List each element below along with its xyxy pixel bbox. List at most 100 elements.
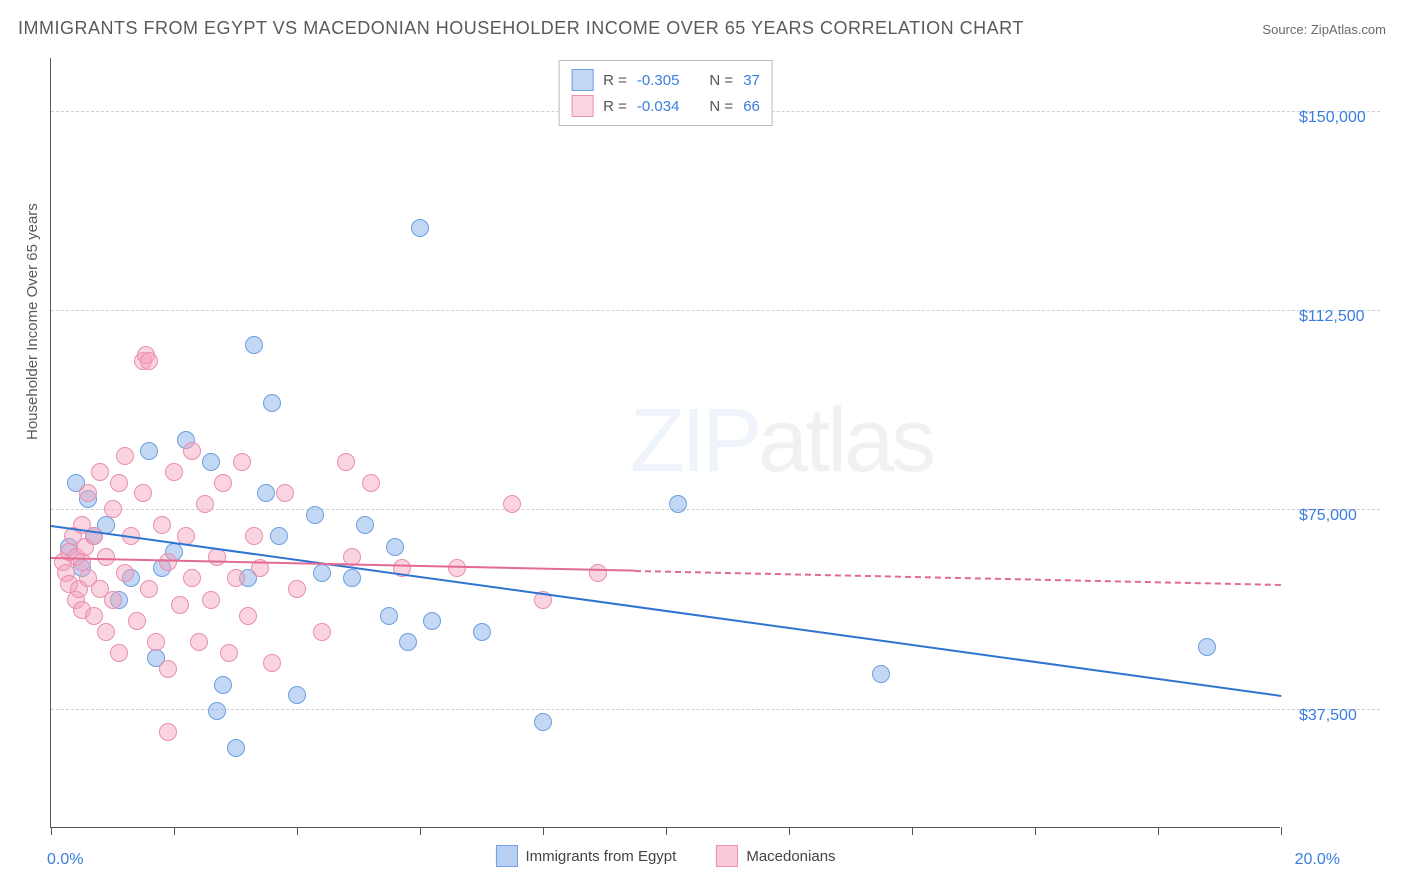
x-tick (420, 827, 421, 835)
data-point (362, 474, 380, 492)
data-point (110, 474, 128, 492)
legend-swatch (716, 845, 738, 867)
data-point (233, 453, 251, 471)
data-point (165, 463, 183, 481)
data-point (306, 506, 324, 524)
data-point (386, 538, 404, 556)
data-point (97, 623, 115, 641)
data-point (313, 623, 331, 641)
y-axis-label: Householder Income Over 65 years (24, 203, 41, 440)
data-point (245, 336, 263, 354)
x-tick (1281, 827, 1282, 835)
legend-R-label: R = (603, 98, 627, 115)
x-tick (543, 827, 544, 835)
data-point (196, 495, 214, 513)
data-point (202, 591, 220, 609)
data-point (171, 596, 189, 614)
data-point (202, 453, 220, 471)
data-point (288, 580, 306, 598)
data-point (190, 633, 208, 651)
data-point (104, 500, 122, 518)
data-point (276, 484, 294, 502)
data-point (227, 739, 245, 757)
data-point (110, 644, 128, 662)
gridline (51, 310, 1380, 311)
data-point (227, 569, 245, 587)
x-tick (1158, 827, 1159, 835)
data-point (128, 612, 146, 630)
data-point (872, 665, 890, 683)
legend-N-value: 66 (743, 98, 760, 115)
legend-swatch (495, 845, 517, 867)
legend-R-label: R = (603, 72, 627, 89)
gridline (51, 509, 1380, 510)
y-tick-label: $112,500 (1299, 308, 1365, 326)
data-point (104, 591, 122, 609)
data-point (116, 447, 134, 465)
source-attribution: Source: ZipAtlas.com (1262, 22, 1386, 37)
data-point (214, 676, 232, 694)
legend-N-label: N = (709, 98, 733, 115)
data-point (183, 442, 201, 460)
data-point (159, 723, 177, 741)
data-point (589, 564, 607, 582)
data-point (140, 442, 158, 460)
y-tick-label: $37,500 (1299, 707, 1357, 725)
data-point (257, 484, 275, 502)
x-axis-min-label: 0.0% (47, 851, 83, 869)
trend-line-dashed (635, 570, 1281, 586)
source-label: Source: (1262, 22, 1307, 37)
data-point (313, 564, 331, 582)
data-point (343, 569, 361, 587)
legend-N-label: N = (709, 72, 733, 89)
legend-series-item: Macedonians (716, 845, 835, 867)
gridline (51, 709, 1380, 710)
x-tick (666, 827, 667, 835)
x-tick (51, 827, 52, 835)
legend-R-value: -0.305 (637, 72, 680, 89)
data-point (153, 516, 171, 534)
data-point (208, 702, 226, 720)
data-point (140, 580, 158, 598)
x-tick (912, 827, 913, 835)
series-legend: Immigrants from Egypt Macedonians (495, 845, 835, 867)
data-point (220, 644, 238, 662)
chart-title: IMMIGRANTS FROM EGYPT VS MACEDONIAN HOUS… (18, 18, 1024, 39)
legend-stat-row: R = -0.305 N = 37 (571, 67, 760, 93)
data-point (337, 453, 355, 471)
data-point (239, 607, 257, 625)
source-name: ZipAtlas.com (1311, 22, 1386, 37)
data-point (263, 654, 281, 672)
data-point (473, 623, 491, 641)
legend-N-value: 37 (743, 72, 760, 89)
data-point (214, 474, 232, 492)
legend-swatch (571, 69, 593, 91)
data-point (263, 394, 281, 412)
legend-series-item: Immigrants from Egypt (495, 845, 676, 867)
data-point (91, 463, 109, 481)
data-point (85, 607, 103, 625)
x-tick (174, 827, 175, 835)
data-point (134, 484, 152, 502)
x-tick (1035, 827, 1036, 835)
data-point (288, 686, 306, 704)
legend-series-label: Macedonians (746, 848, 835, 865)
legend-swatch (571, 95, 593, 117)
data-point (140, 352, 158, 370)
x-axis-max-label: 20.0% (1295, 851, 1340, 869)
data-point (245, 527, 263, 545)
data-point (669, 495, 687, 513)
y-tick-label: $75,000 (1299, 507, 1357, 525)
correlation-legend: R =-0.305N =37R =-0.034N =66 (558, 60, 773, 126)
data-point (270, 527, 288, 545)
data-point (1198, 638, 1216, 656)
data-point (183, 569, 201, 587)
x-tick (297, 827, 298, 835)
data-point (159, 660, 177, 678)
data-point (399, 633, 417, 651)
data-point (380, 607, 398, 625)
data-point (411, 219, 429, 237)
data-point (356, 516, 374, 534)
data-point (79, 484, 97, 502)
legend-stat-row: R =-0.034N =66 (571, 93, 760, 119)
